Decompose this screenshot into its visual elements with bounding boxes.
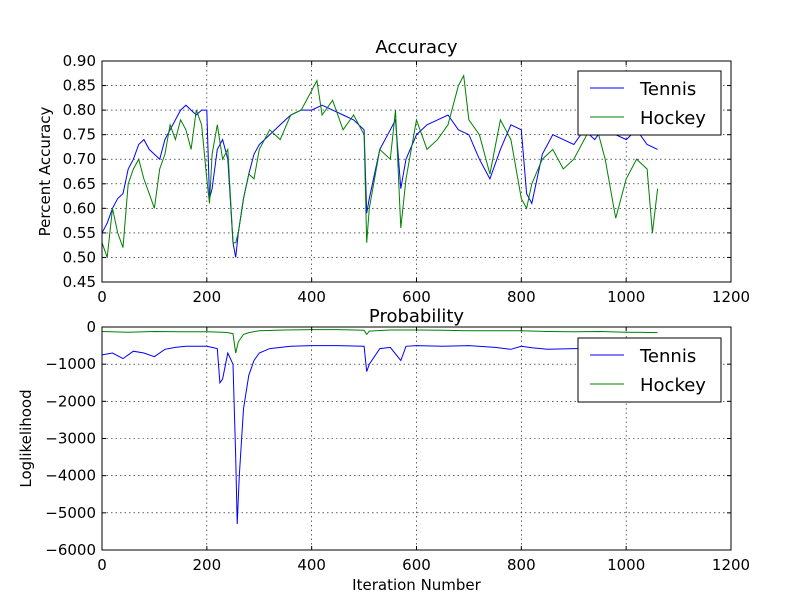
y-tick-label: −4000 [45, 467, 96, 485]
x-tick-label: 200 [193, 288, 222, 306]
y-tick-label: 0.55 [63, 224, 96, 242]
legend-box [577, 337, 722, 403]
y-axis-label: Loglikelihood [17, 389, 35, 487]
x-tick-label: 0 [97, 556, 107, 574]
y-tick-label: −3000 [45, 430, 96, 448]
series-line-hockey [102, 74, 659, 258]
x-tick-label: 800 [507, 288, 536, 306]
series-line-tennis [102, 104, 658, 258]
legend: Tennis Hockey [577, 337, 722, 403]
chart-panel-0: 0 200 400 600 800 1000 1200 0.45 0.50 0.55 0.60 0.6… [36, 37, 750, 306]
legend-label-tennis: Tennis [639, 79, 696, 100]
x-tick-label: 800 [507, 556, 536, 574]
x-tick-label: 400 [297, 288, 326, 306]
series-line-tennis [102, 345, 658, 525]
chart-title: Accuracy [375, 37, 458, 58]
y-tick-label: 0.75 [63, 126, 96, 144]
y-tick-label: −5000 [45, 504, 96, 522]
x-tick-label: 200 [193, 556, 222, 574]
y-axis-label: Percent Accuracy [36, 107, 54, 237]
y-tick-label: 0 [86, 318, 96, 336]
y-tick-label: 0.60 [63, 199, 96, 217]
y-tick-label: 0.45 [63, 273, 96, 291]
x-tick-label: 600 [402, 556, 431, 574]
series-line-hockey [102, 329, 658, 354]
y-tick-label: −1000 [45, 355, 96, 373]
y-tick-label: 0.50 [63, 248, 96, 266]
legend-label-tennis: Tennis [639, 346, 696, 367]
x-axis-label: Iteration Number [352, 576, 481, 594]
x-tick-label: 600 [402, 288, 431, 306]
legend: Tennis Hockey [577, 70, 722, 136]
y-tick-label: 0.85 [63, 77, 96, 95]
chart-title: Probability [369, 306, 464, 327]
x-tick-label: 400 [297, 556, 326, 574]
y-tick-label: 0.90 [63, 52, 96, 70]
x-tick-label: 1000 [607, 556, 645, 574]
y-tick-label: 0.65 [63, 175, 96, 193]
legend-label-hockey: Hockey [640, 108, 706, 129]
x-tick-label: 1000 [607, 288, 645, 306]
y-tick-label: 0.70 [63, 150, 96, 168]
chart-panel-1: 0 200 400 600 800 1000 1200 −6000 −5000 −4000 −300… [17, 306, 750, 594]
x-tick-label: 1200 [712, 556, 750, 574]
legend-label-hockey: Hockey [640, 375, 706, 396]
x-tick-label: 0 [97, 288, 107, 306]
legend-box [577, 70, 722, 136]
x-tick-label: 1200 [712, 288, 750, 306]
y-tick-label: −6000 [45, 541, 96, 559]
y-tick-label: 0.80 [63, 101, 96, 119]
y-tick-label: −2000 [45, 392, 96, 410]
